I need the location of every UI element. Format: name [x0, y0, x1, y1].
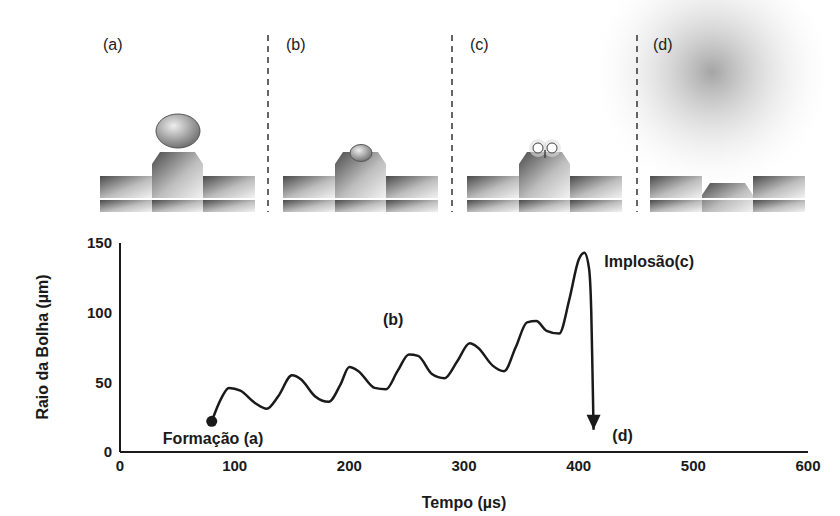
svg-text:(b): (b)	[286, 36, 306, 53]
svg-text:600: 600	[795, 457, 820, 474]
svg-text:(c): (c)	[470, 36, 489, 53]
svg-text:0: 0	[104, 443, 112, 460]
svg-text:400: 400	[566, 457, 591, 474]
svg-text:100: 100	[87, 304, 112, 321]
svg-text:500: 500	[681, 457, 706, 474]
svg-text:200: 200	[337, 457, 362, 474]
svg-text:(a): (a)	[103, 36, 123, 53]
svg-text:(d): (d)	[612, 427, 632, 444]
svg-text:Raio da Bolha (µm): Raio da Bolha (µm)	[34, 274, 51, 419]
svg-text:Formação (a): Formação (a)	[163, 430, 263, 447]
svg-text:Implosão(c): Implosão(c)	[604, 253, 694, 270]
svg-text:Tempo (µs): Tempo (µs)	[422, 494, 506, 511]
svg-text:0: 0	[116, 457, 124, 474]
svg-text:300: 300	[451, 457, 476, 474]
svg-text:(b): (b)	[383, 311, 403, 328]
svg-text:150: 150	[87, 234, 112, 251]
svg-text:100: 100	[222, 457, 247, 474]
svg-text:50: 50	[95, 374, 112, 391]
svg-text:(d): (d)	[653, 36, 673, 53]
